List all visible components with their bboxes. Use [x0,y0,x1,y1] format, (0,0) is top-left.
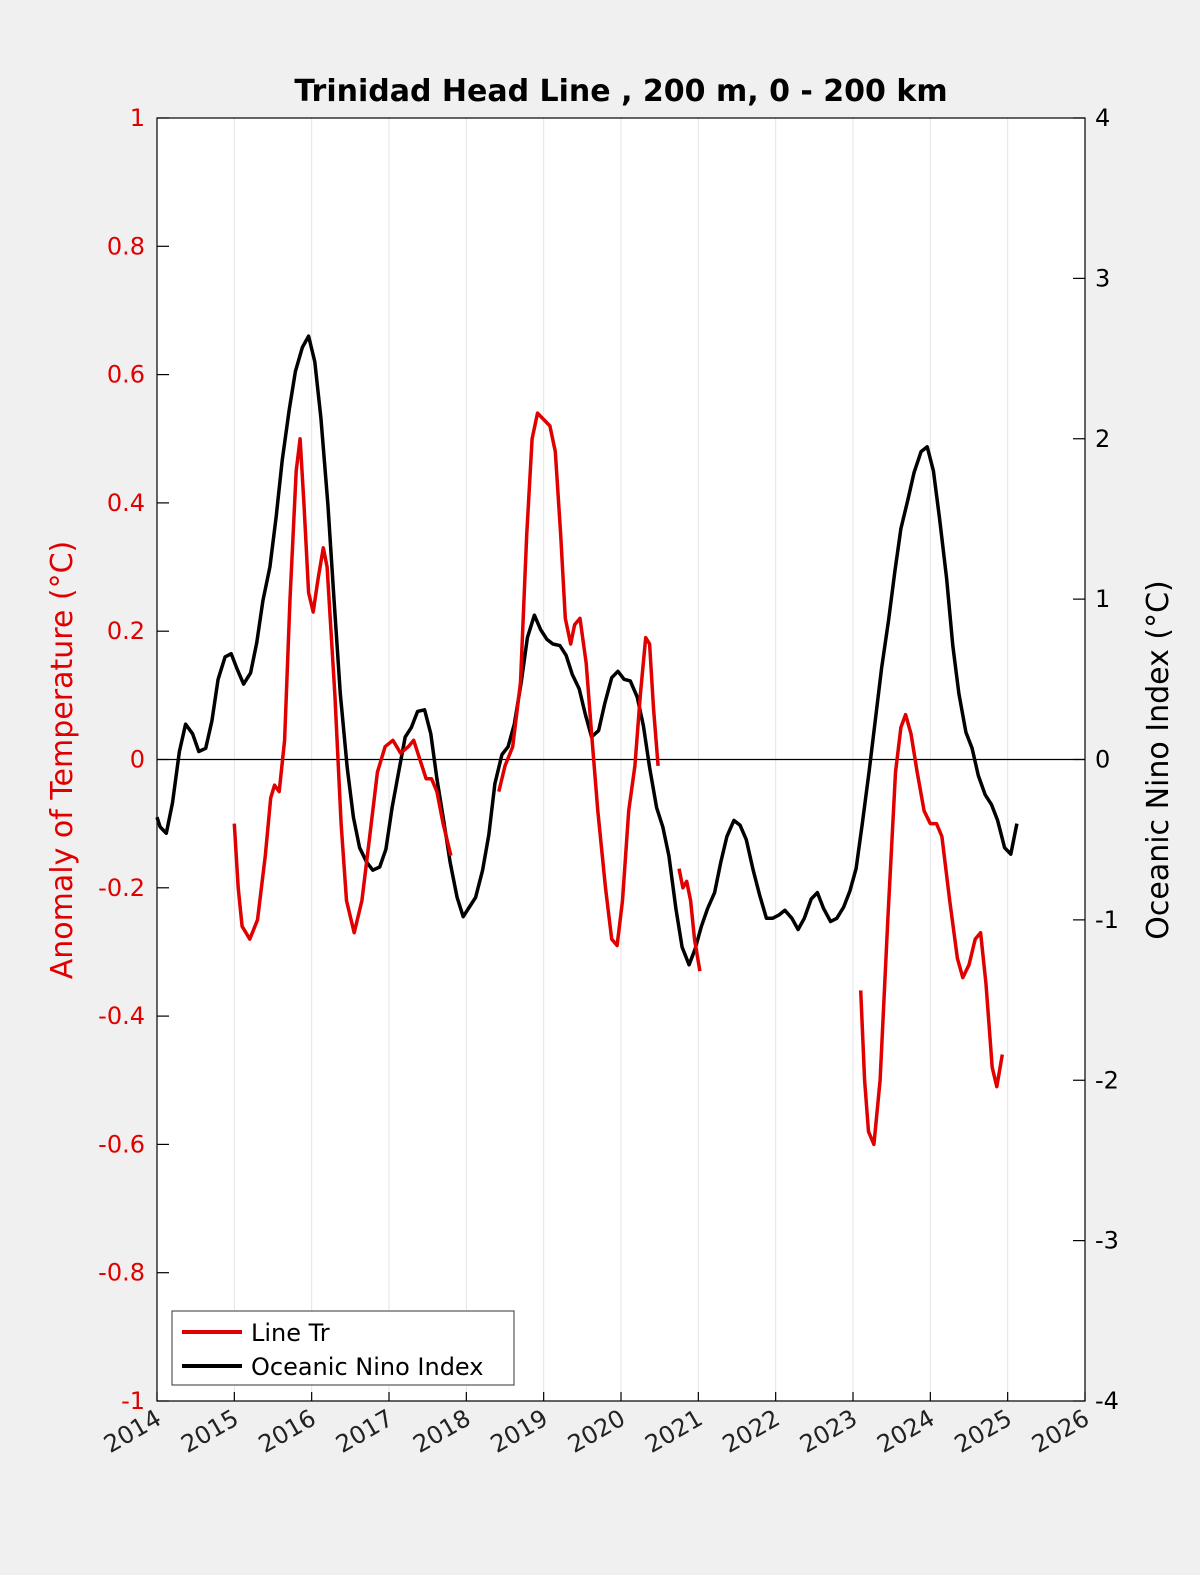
y-right-tick-label: -3 [1095,1227,1119,1255]
y-right-tick-label: 0 [1095,746,1110,774]
series-layer [155,334,1019,1147]
y-right-tick-label: -4 [1095,1387,1119,1415]
series-line-tr-segment-1 [497,411,660,948]
y-left-tick-label: 1 [130,104,145,132]
y-left-tick-label: -0.4 [98,1002,145,1030]
x-tick-label: 2026 [1027,1404,1094,1459]
x-tick-label: 2022 [718,1404,785,1459]
y-right-tick-label: -2 [1095,1066,1119,1094]
series-line-tr-segment-3 [858,712,1005,1147]
x-tick-label: 2016 [254,1404,321,1459]
y-left-tick-label: 0.8 [107,232,145,260]
x-tick-label: 2025 [950,1404,1017,1459]
x-tick-label: 2020 [563,1404,630,1459]
y-left-tick-label: -0.8 [98,1259,145,1287]
y-right-tick-label: -1 [1095,906,1119,934]
x-tick-label: 2023 [795,1404,862,1459]
legend-label-oni: Oceanic Nino Index [251,1353,483,1381]
x-tick-label: 2018 [408,1404,475,1459]
x-tick-label: 2021 [640,1404,707,1459]
y-left-tick-label: 0.4 [107,489,145,517]
legend: Line Tr Oceanic Nino Index [171,1310,515,1386]
y-right-tick-label: 1 [1095,585,1110,613]
y-axis-right-label: Oceanic Nino Index (°C) [1141,580,1176,940]
x-tick-label: 2017 [331,1404,398,1459]
series-oni-segment-0 [155,334,1019,967]
legend-box [171,1310,515,1386]
y-right-tick-label: 3 [1095,264,1110,292]
y-left-tick-label: -0.6 [98,1130,145,1158]
y-left-tick-label: 0.2 [107,617,145,645]
y-right-tick-label: 2 [1095,425,1110,453]
y-left-tick-label: -1 [121,1387,145,1415]
y-left-tick-label: 0 [130,746,145,774]
series-line-tr-segment-0 [232,437,453,941]
legend-label-line-tr: Line Tr [251,1319,330,1347]
y-axis-left-label: Anomaly of Temperature (°C) [45,541,80,980]
x-tick-label: 2015 [176,1404,243,1459]
series-line-tr-segment-2 [677,868,702,972]
y-left-tick-label: 0.6 [107,361,145,389]
x-tick-label: 2024 [872,1404,939,1459]
y-left-tick-label: -0.2 [98,874,145,902]
x-tick-label: 2019 [486,1404,553,1459]
chart-title: Trinidad Head Line , 200 m, 0 - 200 km [294,74,947,109]
y-right-tick-label: 4 [1095,104,1110,132]
